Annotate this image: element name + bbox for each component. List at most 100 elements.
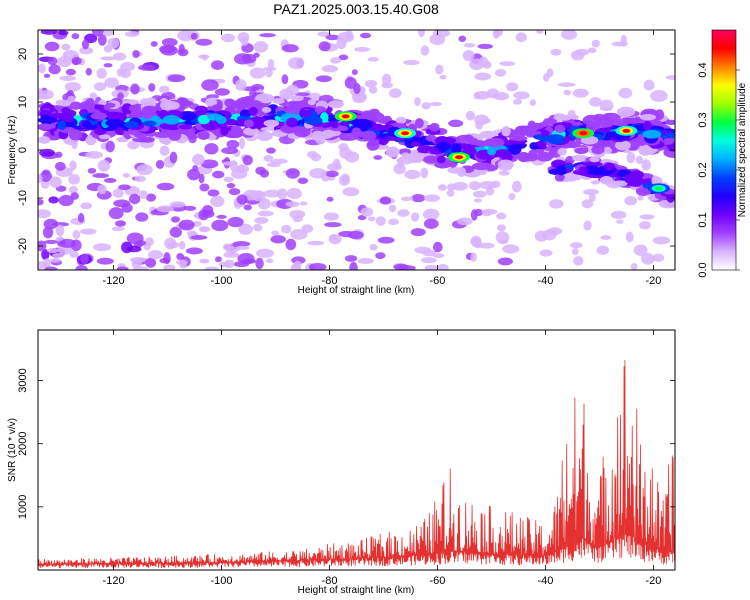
spectrogram-cell bbox=[502, 244, 520, 254]
spectrogram-cell bbox=[155, 159, 165, 169]
spectrogram-cell bbox=[131, 258, 142, 269]
spectrogram-cell bbox=[512, 98, 522, 105]
spectrogram-cell bbox=[485, 186, 495, 196]
spectrogram-cell bbox=[46, 247, 60, 253]
spectrogram-cell bbox=[458, 35, 467, 42]
spectrogram-cell bbox=[227, 216, 244, 228]
spectrogram-cell bbox=[424, 264, 439, 270]
spectrogram-cell bbox=[232, 240, 251, 247]
spectrogram-cell bbox=[162, 114, 181, 125]
snr-x-axis: -120 -100 -80 -60 -40 -20 bbox=[103, 330, 661, 587]
spectrogram-cell bbox=[353, 82, 361, 95]
spectrogram-cell bbox=[286, 84, 299, 96]
spectrogram-cell bbox=[470, 237, 482, 246]
spectrogram-cell bbox=[357, 257, 374, 265]
spectrogram-cell bbox=[437, 184, 447, 191]
spectrogram-cell bbox=[223, 259, 235, 269]
spectrogram-cell bbox=[474, 208, 484, 217]
spectrogram-cell bbox=[212, 170, 225, 179]
spectrogram-cell bbox=[211, 104, 223, 111]
spectrogram-cell bbox=[59, 75, 77, 81]
spectrogram-cell bbox=[145, 257, 157, 268]
spectrogram-cell bbox=[211, 60, 225, 70]
spectrogram-cell bbox=[325, 34, 340, 41]
spectrogram-cell bbox=[664, 132, 675, 139]
spectrogram-cell bbox=[475, 120, 484, 130]
spectrogram-cell bbox=[508, 135, 528, 141]
spectrogram-cell bbox=[494, 69, 507, 77]
spectrogram-cell bbox=[200, 159, 219, 169]
spectrogram-cell bbox=[547, 227, 563, 236]
spectrogram-cell bbox=[529, 99, 536, 107]
spectrogram-cell bbox=[667, 142, 675, 152]
spectrogram-cell bbox=[118, 184, 131, 191]
spectrogram-cell bbox=[432, 253, 445, 259]
spectrogram-cell bbox=[38, 124, 52, 131]
spectrogram-cell bbox=[375, 252, 386, 260]
spectrogram-cell bbox=[253, 223, 263, 232]
snr-x-tick-label: -20 bbox=[645, 575, 661, 587]
spectrogram-cell bbox=[105, 102, 116, 108]
spectrogram-cell bbox=[366, 139, 380, 151]
spectrogram-cell bbox=[169, 201, 186, 208]
spectrogram-cell bbox=[128, 193, 141, 205]
spectrogram-cell bbox=[498, 170, 510, 176]
spectrogram-cell bbox=[446, 183, 456, 191]
spectrogram-cell bbox=[145, 237, 154, 247]
spectrogram-cell bbox=[68, 173, 81, 185]
spectrogram-y-tick-label: -10 bbox=[17, 190, 29, 206]
spectrogram-cell bbox=[167, 241, 180, 249]
spectrogram-cell bbox=[470, 252, 477, 262]
spectrogram-cell bbox=[102, 30, 115, 37]
spectrogram-cell bbox=[630, 262, 638, 270]
spectrogram-cell bbox=[130, 83, 140, 95]
spectrogram-cell bbox=[164, 101, 180, 110]
spectrogram-cell bbox=[225, 118, 237, 126]
spectrogram-cell bbox=[381, 82, 393, 89]
spectrogram-cell bbox=[298, 109, 312, 118]
spectrogram-x-tick-label: -40 bbox=[537, 275, 553, 287]
spectrogram-cell bbox=[255, 166, 266, 175]
spectrogram-cell bbox=[242, 154, 253, 166]
spectrogram-cell bbox=[50, 258, 61, 263]
spectrogram-cell bbox=[625, 231, 634, 243]
spectrogram-cell bbox=[198, 226, 210, 233]
spectrogram-cell bbox=[487, 148, 497, 156]
spectrogram-y-tick-label: 20 bbox=[17, 48, 29, 60]
spectrogram-cell bbox=[638, 221, 651, 230]
spectrogram-cell bbox=[421, 257, 437, 264]
spectrogram-cell bbox=[342, 187, 360, 197]
colorbar: 0.0 0.1 0.2 0.3 0.4 Normalized spectral ampl… bbox=[697, 29, 748, 278]
spectrogram-cell bbox=[90, 112, 108, 120]
spectrogram-cell bbox=[148, 83, 156, 92]
spectrogram-cell bbox=[122, 172, 131, 178]
spectrogram-cell bbox=[139, 190, 148, 200]
spectrogram-cell bbox=[115, 220, 127, 227]
spectrogram-cell bbox=[515, 125, 528, 134]
spectrogram-cell bbox=[38, 174, 43, 184]
spectrogram-cell bbox=[197, 114, 211, 125]
spectrogram-cell bbox=[591, 39, 600, 48]
spectrogram-cell bbox=[581, 199, 594, 209]
spectrogram-cell bbox=[236, 194, 248, 205]
spectrogram-cell bbox=[423, 155, 439, 164]
snr-y-tick-label: 3000 bbox=[17, 368, 29, 392]
spectrogram-cell bbox=[423, 194, 441, 202]
spectrogram-cell bbox=[41, 89, 54, 100]
spectrogram-cell bbox=[635, 155, 644, 165]
spectrogram-cell bbox=[304, 115, 323, 125]
spectrogram-cell bbox=[97, 159, 111, 172]
spectrogram-cell bbox=[506, 82, 519, 92]
snr-x-tick-label: -100 bbox=[211, 575, 233, 587]
spectrogram-cell bbox=[652, 253, 665, 262]
colorbar-frame bbox=[711, 29, 737, 271]
spectrogram-cell bbox=[262, 66, 277, 72]
spectrogram-cell bbox=[641, 159, 651, 171]
spectrogram-cell bbox=[499, 61, 516, 67]
spectrogram-cell bbox=[286, 117, 298, 128]
spectrogram-cell bbox=[497, 257, 514, 266]
spectrogram-cell bbox=[226, 183, 236, 189]
spectrogram-cell bbox=[178, 43, 185, 55]
spectrogram-cell bbox=[508, 144, 522, 155]
